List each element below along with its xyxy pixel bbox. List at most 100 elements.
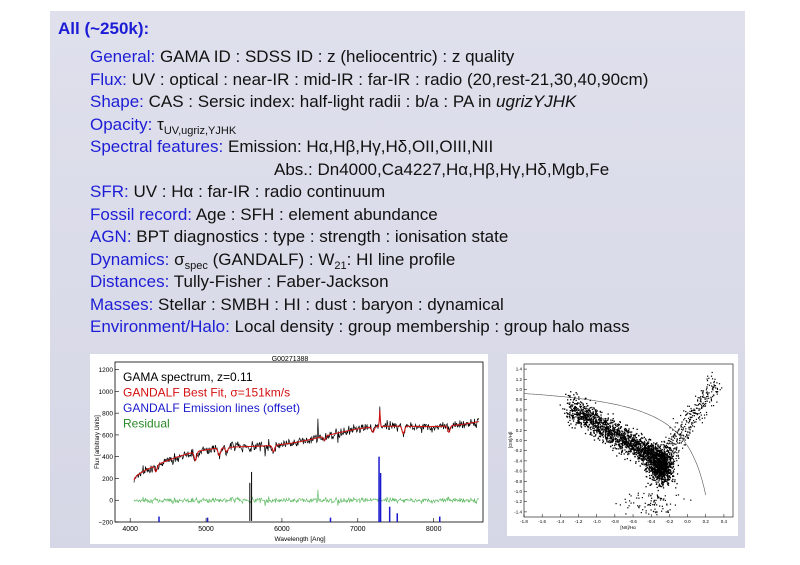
star-forming-point xyxy=(570,391,572,393)
y-tick-label: 800 xyxy=(102,411,113,418)
star-forming-point xyxy=(590,433,592,435)
agn-branch-point xyxy=(699,416,701,418)
star-forming-point xyxy=(606,426,608,428)
core-point xyxy=(661,456,663,458)
star-forming-point xyxy=(608,428,610,430)
star-forming-point xyxy=(624,446,627,448)
core-point xyxy=(651,468,653,470)
star-forming-point xyxy=(639,439,641,442)
star-forming-point xyxy=(595,417,597,419)
core-point xyxy=(673,451,675,453)
agn-branch-point xyxy=(694,409,696,411)
star-forming-point xyxy=(607,418,609,420)
star-forming-point xyxy=(571,418,574,420)
agn-branch-point xyxy=(685,411,687,413)
core-point xyxy=(660,458,663,460)
star-forming-point xyxy=(647,451,649,453)
core-point xyxy=(645,465,647,467)
property-row: Flux: UV : optical : near-IR : mid-IR : … xyxy=(90,69,648,92)
star-forming-point xyxy=(593,432,595,434)
star-forming-point xyxy=(641,449,643,451)
agn-branch-point xyxy=(695,407,698,409)
star-forming-point xyxy=(662,444,664,446)
core-point xyxy=(660,452,662,454)
star-forming-point xyxy=(634,439,636,441)
agn-branch-point xyxy=(682,429,684,431)
core-point xyxy=(666,453,668,455)
residual-series xyxy=(133,489,480,507)
agn-branch-point xyxy=(702,390,704,392)
core-point xyxy=(664,457,666,460)
core-point xyxy=(666,463,668,465)
core-point xyxy=(651,478,653,481)
star-forming-point xyxy=(597,422,600,424)
agn-branch-point xyxy=(702,406,704,408)
star-forming-point xyxy=(609,424,611,426)
star-forming-point xyxy=(645,455,647,457)
star-forming-point xyxy=(602,423,604,425)
agn-branch-point xyxy=(702,394,704,396)
star-forming-point xyxy=(646,454,649,456)
star-forming-point xyxy=(583,420,585,422)
property-row: SFR: UV : Hα : far-IR : radio continuum xyxy=(90,181,648,204)
star-forming-point xyxy=(626,435,628,437)
property-text: UV : Hα : far-IR : radio continuum xyxy=(133,182,386,201)
star-forming-point xyxy=(587,425,589,428)
star-forming-point xyxy=(596,413,598,415)
star-forming-point xyxy=(614,426,617,429)
core-point xyxy=(661,454,663,456)
agn-branch-point xyxy=(683,419,685,421)
core-point xyxy=(650,444,652,446)
star-forming-point xyxy=(626,429,628,431)
star-forming-point xyxy=(578,419,580,421)
core-point xyxy=(646,467,648,469)
star-forming-point xyxy=(579,411,582,413)
star-forming-point xyxy=(570,407,572,409)
star-forming-point xyxy=(630,448,632,450)
star-forming-point xyxy=(609,440,611,442)
scatter-point xyxy=(657,497,659,499)
star-forming-point xyxy=(590,421,593,423)
agn-branch-point xyxy=(704,403,706,405)
star-forming-point xyxy=(653,451,656,453)
star-forming-point xyxy=(578,412,580,414)
star-forming-point xyxy=(602,440,605,442)
core-point xyxy=(663,476,665,478)
core-point xyxy=(659,461,661,463)
core-point xyxy=(664,453,666,455)
agn-branch-point xyxy=(680,414,682,417)
star-forming-point xyxy=(577,415,579,417)
star-forming-point xyxy=(610,441,612,444)
scatter-point xyxy=(674,504,676,506)
core-point xyxy=(655,443,657,446)
scatter-point xyxy=(666,503,668,505)
core-point xyxy=(660,478,662,480)
core-point xyxy=(657,468,660,470)
star-forming-point xyxy=(583,412,585,414)
scatter-point xyxy=(636,497,638,499)
core-point xyxy=(663,440,665,443)
core-point xyxy=(672,463,674,465)
star-forming-point xyxy=(633,450,635,452)
star-forming-point xyxy=(627,452,629,454)
core-point xyxy=(652,479,654,481)
star-forming-point xyxy=(566,415,568,417)
agn-branch-point xyxy=(687,405,689,407)
star-forming-point xyxy=(624,449,626,451)
scatter-point xyxy=(642,509,644,511)
core-point xyxy=(664,471,666,473)
star-forming-point xyxy=(605,428,608,430)
star-forming-point xyxy=(622,437,624,439)
core-point xyxy=(657,462,659,464)
agn-branch-point xyxy=(669,442,671,444)
x-tick-label: 6000 xyxy=(274,526,290,533)
star-forming-point xyxy=(642,449,645,451)
star-forming-point xyxy=(595,422,597,424)
core-point xyxy=(658,480,660,482)
property-text: (GANDALF) : W xyxy=(207,249,335,269)
star-forming-point xyxy=(587,413,589,415)
scatter-point xyxy=(637,492,639,494)
star-forming-point xyxy=(628,440,630,442)
core-point xyxy=(661,476,663,479)
core-point xyxy=(666,461,668,464)
